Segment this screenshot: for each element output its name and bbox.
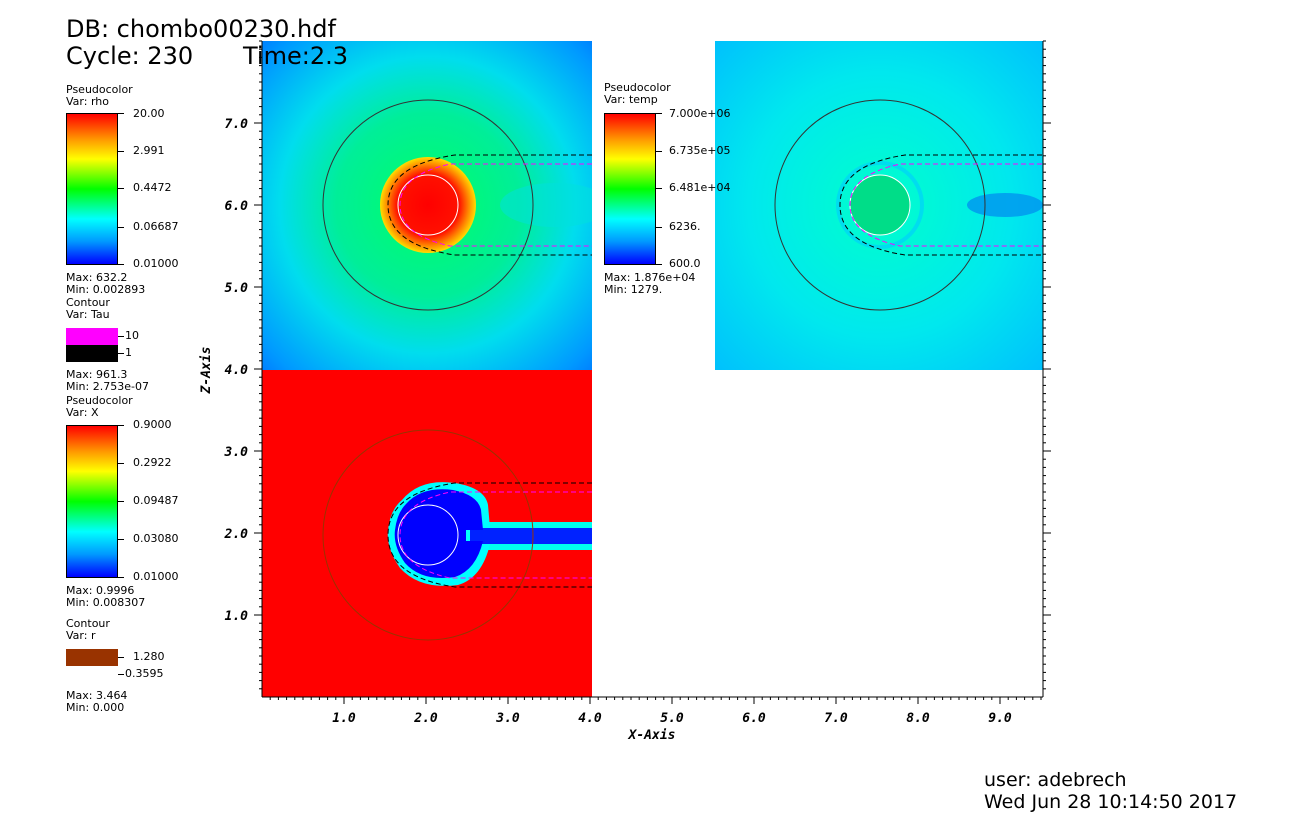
z-tick-label: 1.0 — [225, 609, 249, 624]
x-panel — [262, 370, 592, 697]
tau-level-label: 1 — [125, 346, 132, 359]
temp-tick-label: 6.481e+04 — [669, 181, 731, 194]
temp-min: Min: 1279. — [604, 283, 663, 296]
temp-tick — [656, 113, 662, 114]
r-legend-var: Var: r — [66, 629, 96, 642]
rho-legend-var: Var: rho — [66, 95, 109, 108]
r-tick — [118, 674, 124, 675]
x-tick-label: 1.0 — [332, 711, 356, 726]
temp-tick — [656, 188, 662, 189]
rho-colorbar — [66, 113, 118, 265]
tau-min: Min: 2.753e-07 — [66, 380, 149, 393]
x-min: Min: 0.008307 — [66, 596, 146, 609]
temp-tick-label: 6236. — [669, 220, 701, 233]
tau-swatch-1 — [66, 345, 118, 362]
tau-legend-type: Contour — [66, 296, 110, 309]
z-tick-label: 7.0 — [225, 117, 249, 132]
x-legend-var: Var: X — [66, 406, 99, 419]
cycle-label: Cycle: 230 — [66, 42, 194, 70]
tau-level-label: 10 — [125, 329, 139, 342]
x-tick-label: 0.2922 — [133, 456, 172, 469]
tau-max: Max: 961.3 — [66, 368, 128, 381]
rho-tick — [118, 151, 124, 152]
x-tick-label: 0.09487 — [133, 494, 179, 507]
x-tick-label: 0.9000 — [133, 418, 172, 431]
rho-tick-label: 20.00 — [133, 107, 165, 120]
x-tick-label: 9.0 — [988, 711, 1012, 726]
x-max: Max: 0.9996 — [66, 584, 135, 597]
rho-legend-type: Pseudocolor — [66, 83, 133, 96]
temp-tick — [656, 227, 662, 228]
x-tick-label: 8.0 — [906, 711, 930, 726]
tau-swatch-10 — [66, 328, 118, 345]
z-axis-title: Z-Axis — [199, 347, 214, 395]
temp-colorbar — [604, 113, 656, 265]
rho-tick — [118, 227, 124, 228]
r-tick — [118, 657, 124, 658]
temp-tick-label: 600.0 — [669, 257, 701, 270]
z-tick-label: 4.0 — [225, 363, 249, 378]
date-label: Wed Jun 28 10:14:50 2017 — [984, 791, 1238, 813]
x-tick — [118, 463, 124, 464]
axis-ticks: 1.0 2.0 3.0 4.0 5.0 6.0 7.0 8.0 9.0 1.0 2.0 3.0 4.0 5… — [224, 40, 1051, 726]
r-max: Max: 3.464 — [66, 689, 128, 702]
x-legend-type: Pseudocolor — [66, 394, 133, 407]
x-tick-label: 7.0 — [824, 711, 848, 726]
rho-tick-label: 2.991 — [133, 144, 165, 157]
temp-tick — [656, 151, 662, 152]
x-tick-label: 0.03080 — [133, 532, 179, 545]
rho-tick-label: 0.01000 — [133, 257, 179, 270]
tau-tick — [118, 353, 124, 354]
rho-tick-label: 0.4472 — [133, 181, 172, 194]
x-tick-label: 6.0 — [742, 711, 766, 726]
db-title: DB: chombo00230.hdf — [66, 15, 336, 43]
rho-panel — [262, 41, 592, 370]
temp-tick-label: 6.735e+05 — [669, 144, 731, 157]
z-tick-label: 3.0 — [224, 445, 249, 460]
temp-legend-var: Var: temp — [604, 93, 658, 106]
x-tick-label: 2.0 — [413, 711, 438, 726]
x-tick — [118, 501, 124, 502]
temp-panel — [715, 41, 1043, 370]
z-tick-label: 5.0 — [225, 281, 249, 296]
r-legend-type: Contour — [66, 617, 110, 630]
tau-tick — [118, 336, 124, 337]
x-tick-label: 3.0 — [495, 711, 520, 726]
x-tick-label: 4.0 — [578, 711, 602, 726]
r-level-label: 0.3595 — [125, 667, 164, 680]
rho-min: Min: 0.002893 — [66, 283, 146, 296]
z-tick-label: 2.0 — [224, 527, 249, 542]
rho-tick — [118, 188, 124, 189]
r-min: Min: 0.000 — [66, 701, 125, 714]
x-tick-label: 0.01000 — [133, 570, 179, 583]
r-level-label: 1.280 — [133, 650, 165, 663]
x-colorbar — [66, 425, 118, 578]
temp-tick — [656, 264, 662, 265]
x-axis-title: X-Axis — [628, 728, 676, 743]
rho-tick-label: 0.06687 — [133, 220, 179, 233]
temp-legend-type: Pseudocolor — [604, 81, 671, 94]
rho-tick — [118, 264, 124, 265]
z-tick-label: 6.0 — [225, 199, 249, 214]
time-label: Time:2.3 — [243, 42, 348, 70]
rho-tick — [118, 113, 124, 114]
temp-tick-label: 7.000e+06 — [669, 107, 731, 120]
r-swatch-outer — [66, 649, 118, 666]
x-tick — [118, 539, 124, 540]
tau-legend-var: Var: Tau — [66, 308, 110, 321]
user-label: user: adebrech — [984, 769, 1127, 791]
x-tick — [118, 577, 124, 578]
temp-max: Max: 1.876e+04 — [604, 271, 696, 284]
x-tick-label: 5.0 — [660, 711, 684, 726]
rho-max: Max: 632.2 — [66, 271, 128, 284]
x-tick — [118, 425, 124, 426]
